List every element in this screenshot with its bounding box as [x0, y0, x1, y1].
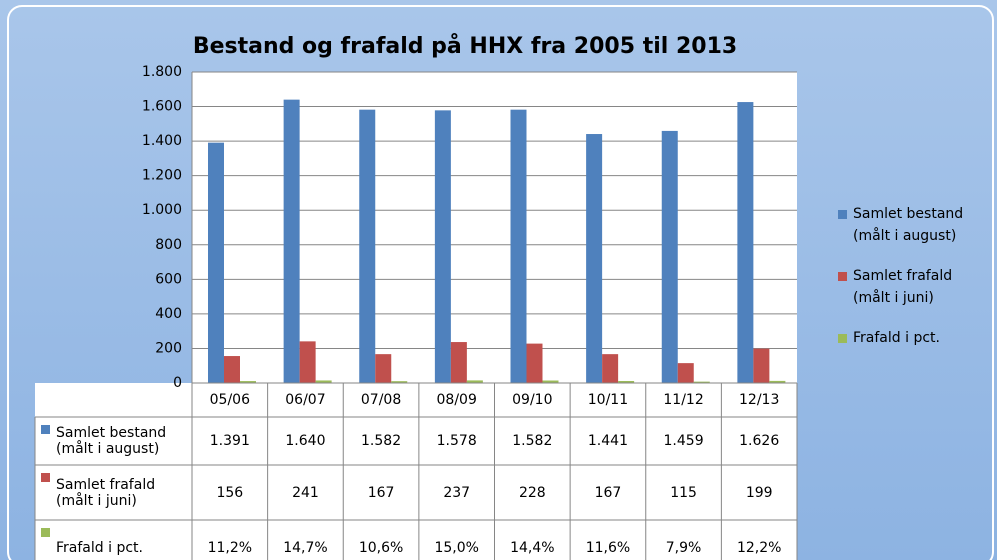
bar: [586, 134, 603, 383]
legend-text: Frafald i pct.: [853, 330, 940, 346]
plot-area: [192, 72, 797, 383]
table-value: 11,6%: [585, 539, 631, 556]
table-row-header: Samlet frafald (målt i juni): [41, 465, 186, 520]
bar: [450, 342, 467, 383]
table-value: 14,7%: [283, 539, 328, 556]
bar: [737, 102, 754, 384]
frame: [7, 5, 994, 560]
bar: [315, 380, 332, 383]
table-value: 1.391: [209, 433, 250, 449]
legend-text: Samlet bestand (målt i august): [853, 206, 964, 244]
table-row-header: Samlet bestand (målt i august): [41, 417, 186, 465]
y-tick-label: 1.000: [142, 202, 182, 218]
bar: [526, 343, 543, 383]
table-row-header: Frafald i pct.: [41, 520, 186, 560]
legend-text: Samlet frafald (målt i juni): [853, 268, 953, 306]
bar: [466, 380, 483, 383]
table-value: 237: [443, 484, 471, 501]
table-value: 15,0%: [434, 539, 479, 556]
y-tick-label: 800: [155, 237, 182, 253]
table-value: 1.626: [739, 433, 780, 449]
legend-key: [41, 528, 50, 537]
legend-item: Samlet frafald (målt i juni): [838, 265, 997, 309]
table-value: 1.441: [587, 433, 628, 449]
legend-key: [838, 334, 847, 343]
table-value: 1.459: [663, 433, 704, 449]
bar: [693, 381, 710, 383]
table-value: 156: [216, 484, 244, 501]
x-tick-label: 11/12: [663, 392, 704, 408]
x-tick-label: 12/13: [739, 392, 780, 408]
bar: [208, 142, 224, 383]
bar: [510, 109, 527, 383]
y-tick-label: 0: [173, 375, 182, 391]
table-value: 1.578: [436, 433, 477, 449]
y-tick-label: 1.400: [142, 133, 182, 149]
table-value: 12,2%: [736, 539, 782, 556]
bar: [677, 363, 694, 383]
row-header-text: Samlet frafald (målt i juni): [56, 476, 156, 509]
table-value: 228: [518, 484, 546, 501]
table-value: 241: [292, 484, 319, 501]
row-header-text: Frafald i pct.: [56, 539, 143, 556]
table-value: 199: [745, 484, 773, 501]
table-value: 14,4%: [510, 539, 555, 556]
bar: [224, 356, 240, 383]
legend-key: [41, 473, 50, 482]
legend-item: Samlet bestand (målt i august): [838, 203, 997, 247]
x-tick-label: 05/06: [209, 392, 250, 408]
x-tick-label: 06/07: [285, 392, 326, 408]
y-tick-label: 1.600: [142, 99, 182, 115]
table-value: 115: [670, 484, 697, 501]
bar: [299, 341, 316, 383]
y-tick-label: 400: [155, 306, 182, 322]
x-tick-label: 09/10: [512, 392, 553, 408]
table-value: 167: [594, 484, 622, 501]
table-value: 1.640: [285, 433, 326, 449]
bar: [375, 354, 392, 383]
legend-key: [838, 210, 847, 219]
x-tick-label: 10/11: [587, 392, 629, 408]
y-tick-label: 600: [155, 271, 182, 287]
legend-key: [838, 272, 847, 281]
table-value: 1.582: [361, 433, 402, 449]
y-tick-label: 1.200: [142, 168, 182, 184]
y-tick-label: 1.800: [142, 64, 182, 80]
bar: [661, 130, 678, 383]
bar: [391, 381, 408, 383]
bar: [283, 99, 300, 384]
bar: [769, 380, 786, 383]
table-value: 11,2%: [207, 539, 253, 556]
bar: [542, 380, 559, 383]
table-value: 1.582: [512, 433, 553, 449]
table-value: 167: [367, 484, 395, 501]
table-value: 7,9%: [665, 539, 702, 556]
bar: [359, 109, 376, 383]
bar: [602, 354, 619, 383]
legend-key: [41, 425, 50, 434]
bar: [240, 381, 256, 383]
row-header-text: Samlet bestand (målt i august): [56, 425, 167, 457]
bar: [618, 380, 635, 383]
y-tick-label: 200: [155, 340, 182, 356]
legend-item: Frafald i pct.: [838, 327, 997, 349]
bar: [434, 110, 451, 384]
table-bg: [35, 383, 797, 560]
bar: [753, 348, 770, 383]
chart-title: Bestand og frafald på HHX fra 2005 til 2…: [193, 33, 737, 59]
x-tick-label: 08/09: [436, 392, 477, 408]
table-value: 10,6%: [358, 539, 404, 556]
x-tick-label: 07/08: [360, 392, 402, 408]
